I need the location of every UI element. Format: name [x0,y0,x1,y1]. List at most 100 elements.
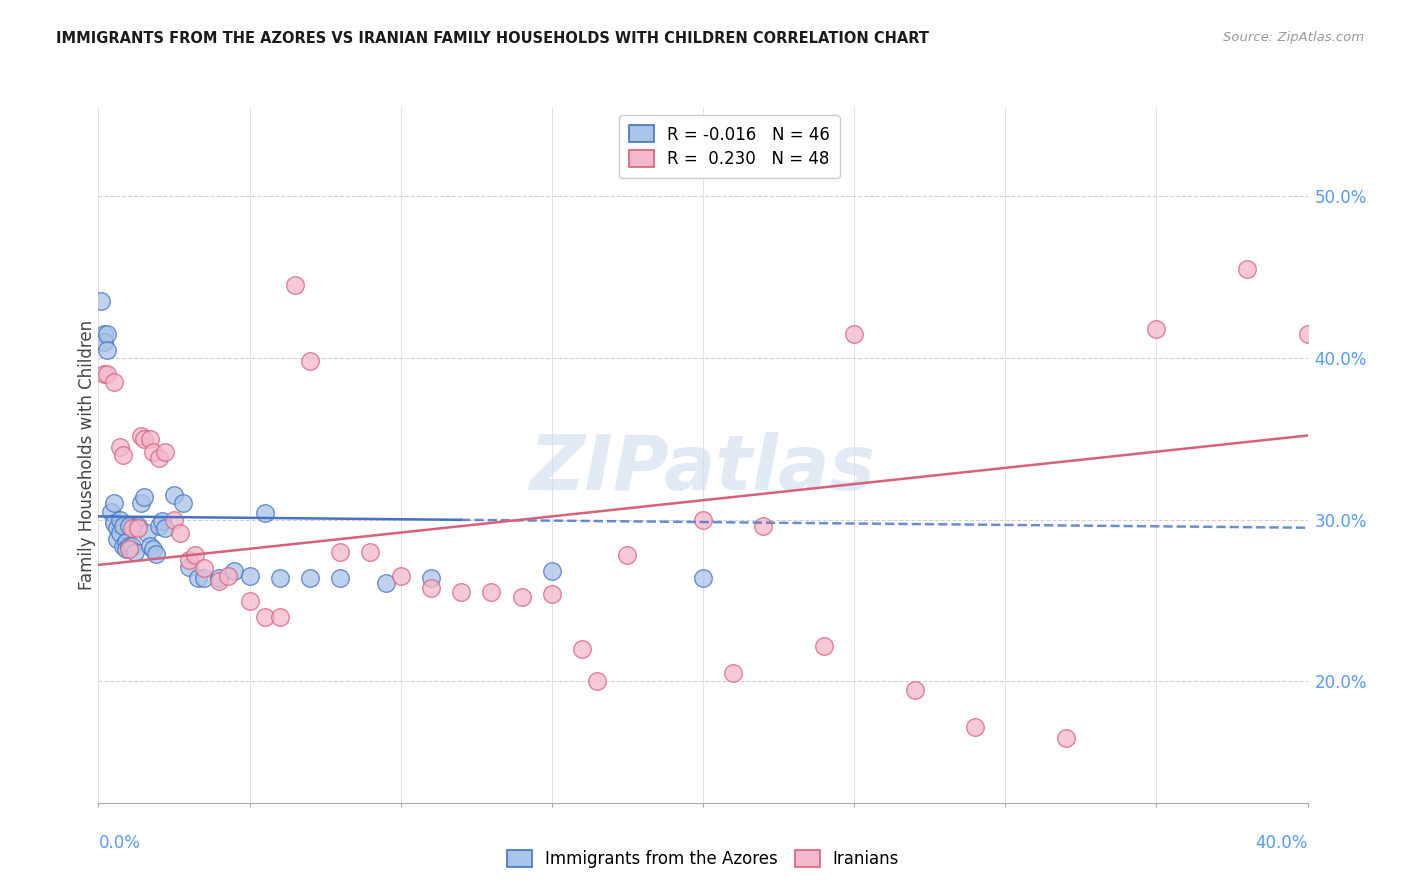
Point [360,545,382,559]
Point [540,565,562,579]
Point [114,541,136,556]
Point [540,587,562,601]
Point [269,609,291,624]
Point [114,535,136,549]
Point [90,294,112,309]
Point [184,548,207,562]
Point [108,440,131,454]
Point [374,575,396,590]
Legend: Immigrants from the Azores, Iranians: Immigrants from the Azores, Iranians [501,843,905,874]
Point [148,519,170,533]
Point [253,609,276,624]
Point [813,639,835,653]
Point [193,561,215,575]
Point [103,516,125,530]
Point [103,496,125,510]
Point [1296,326,1319,341]
Point [129,428,152,442]
Point [844,326,866,341]
Point [329,571,352,585]
Text: Source: ZipAtlas.com: Source: ZipAtlas.com [1223,31,1364,45]
Point [692,571,714,585]
Point [121,521,143,535]
Point [93,326,115,341]
Point [965,720,987,734]
Text: 0.0%: 0.0% [98,834,141,852]
Point [96,326,118,341]
Point [510,591,533,605]
Point [239,593,262,607]
Point [269,571,291,585]
Point [420,581,443,595]
Point [329,545,352,559]
Point [153,521,176,535]
Point [118,539,141,553]
Point [118,519,141,533]
Point [179,559,201,574]
Point [299,571,322,585]
Point [93,367,115,381]
Point [1236,261,1258,276]
Point [187,571,209,585]
Point [127,519,149,533]
Point [142,444,165,458]
Point [450,585,472,599]
Point [135,525,157,540]
Point [481,585,503,599]
Point [616,548,638,562]
Point [127,521,149,535]
Point [148,451,170,466]
Text: IMMIGRANTS FROM THE AZORES VS IRANIAN FAMILY HOUSEHOLDS WITH CHILDREN CORRELATIO: IMMIGRANTS FROM THE AZORES VS IRANIAN FA… [56,31,929,46]
Point [224,565,246,579]
Point [124,545,146,559]
Point [752,519,775,533]
Point [692,513,714,527]
Point [420,571,443,585]
Point [118,541,141,556]
Point [93,334,115,349]
Text: 40.0%: 40.0% [1256,834,1308,852]
Point [217,569,239,583]
Point [129,496,152,510]
Point [723,666,745,681]
Point [284,278,307,293]
Point [586,674,609,689]
Point [105,532,128,546]
Y-axis label: Family Households with Children: Family Households with Children [79,320,96,590]
Point [111,539,134,553]
Point [389,569,412,583]
Point [145,547,167,561]
Text: ZIPatlas: ZIPatlas [530,432,876,506]
Point [208,571,231,585]
Point [169,525,191,540]
Point [150,514,173,528]
Point [103,375,125,389]
Point [163,513,186,527]
Point [111,519,134,533]
Point [571,642,593,657]
Point [299,354,322,368]
Point [153,444,176,458]
Point [239,569,262,583]
Point [108,513,131,527]
Point [105,521,128,535]
Point [193,571,215,585]
Point [132,432,155,446]
Point [172,496,194,510]
Point [121,539,143,553]
Point [1054,731,1077,745]
Point [179,553,201,567]
Point [139,539,162,553]
Point [253,506,276,520]
Point [904,682,927,697]
Point [96,367,118,381]
Point [163,488,186,502]
Point [1144,322,1167,336]
Point [96,343,118,357]
Point [132,490,155,504]
Point [208,574,231,588]
Point [100,504,122,518]
Point [142,541,165,556]
Point [108,525,131,540]
Point [111,448,134,462]
